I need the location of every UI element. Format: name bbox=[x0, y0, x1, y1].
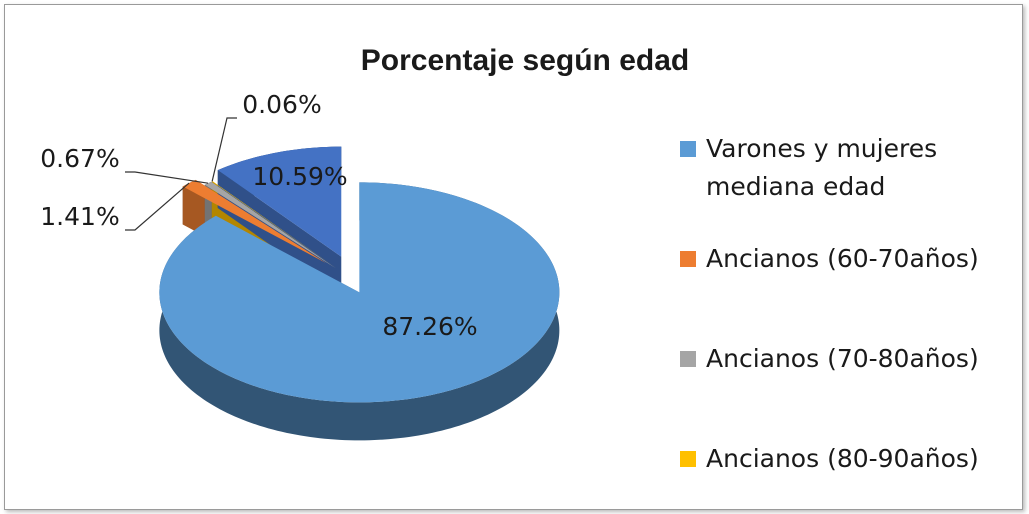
legend-label: Ancianos (60-70años) bbox=[706, 244, 979, 273]
legend-label: Ancianos (80-90años) bbox=[706, 444, 979, 473]
slice bbox=[159, 182, 560, 403]
leader-line bbox=[125, 171, 209, 184]
slice bbox=[204, 181, 336, 269]
data-label: 0.06% bbox=[242, 90, 321, 119]
legend-label: Varones y mujeres mediana edad bbox=[706, 134, 938, 201]
legend-swatch bbox=[680, 351, 696, 367]
data-label: 87.26% bbox=[382, 312, 477, 341]
slice bbox=[182, 179, 327, 264]
legend-entry: Ancianos (70-80años) bbox=[680, 340, 1020, 378]
chart-title: Porcentaje según edad bbox=[361, 44, 689, 77]
legend-entry: Varones y mujeres mediana edad bbox=[680, 130, 1020, 206]
data-label: 1.41% bbox=[40, 202, 119, 231]
slice bbox=[211, 181, 336, 268]
legend-label: Ancianos (70-80años) bbox=[706, 344, 979, 373]
leader-line bbox=[125, 182, 190, 231]
slice bbox=[217, 146, 342, 257]
legend-entry: Ancianos (80-90años) bbox=[680, 440, 1020, 478]
legend-swatch bbox=[680, 141, 696, 157]
leader-line bbox=[211, 117, 237, 182]
legend-swatch bbox=[680, 251, 696, 267]
legend-entry: Ancianos (60-70años) bbox=[680, 240, 1020, 278]
legend-swatch bbox=[680, 451, 696, 467]
data-label: 0.67% bbox=[40, 144, 119, 173]
data-label: 10.59% bbox=[252, 162, 347, 191]
